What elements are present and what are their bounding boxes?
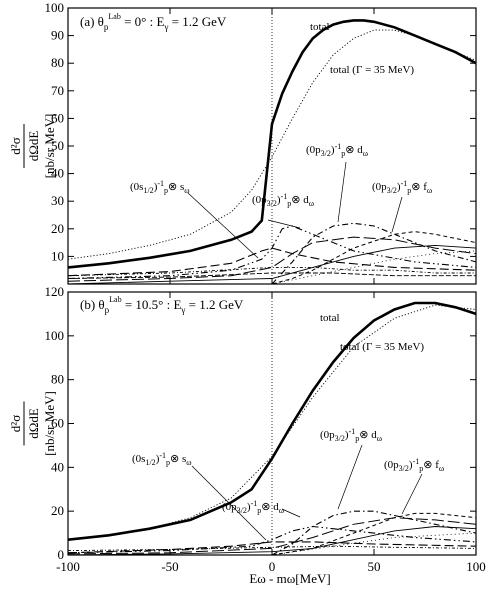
series-state-i xyxy=(68,545,476,552)
series--0s1-2-1p-s- xyxy=(68,247,476,277)
label-d-state-low: (0p3/2)-1p⊗ dω xyxy=(222,499,284,515)
series-state-g xyxy=(68,236,476,282)
y-tick-label: 100 xyxy=(45,328,65,343)
label-leader xyxy=(187,192,259,259)
series--0p3-2-1p-d-high- xyxy=(271,222,476,284)
y-axis-label: d²σ dΩdE xyxy=(8,401,41,446)
series--0p3-2-1p-f- xyxy=(271,512,476,555)
y-tick-label: 100 xyxy=(45,0,65,15)
label-total: total xyxy=(310,21,330,33)
x-axis-label: Eω - mω[MeV] xyxy=(249,571,330,586)
label-leader xyxy=(401,473,423,515)
panel-title: (b) θpLab = 10.5° : Eγ = 1.2 GeV xyxy=(80,295,244,315)
x-tick-label: 0 xyxy=(269,559,276,574)
label-total-gamma: total (Γ = 35 MeV) xyxy=(340,341,424,353)
y-tick-label: 10 xyxy=(51,248,64,263)
y-tick-label: 40 xyxy=(51,459,64,474)
y-label-numerator: d²σ xyxy=(8,137,23,154)
series-state-i xyxy=(68,266,476,277)
label-f-state: (0p3/2)-1p⊗ fω xyxy=(372,179,432,195)
series-total xyxy=(68,301,476,541)
y-tick-label: 50 xyxy=(51,138,64,153)
series--0p3-2-1p-d-low- xyxy=(68,225,476,280)
y-tick-label: 90 xyxy=(51,28,64,43)
y-tick-label: 80 xyxy=(51,55,64,70)
label-leader xyxy=(281,508,301,518)
panel-title: (a) θpLab = 0° : Eγ = 1.2 GeV xyxy=(80,12,227,32)
series--0p3-2-1p-d-high- xyxy=(271,510,476,555)
label-s-state: (0s1/2)-1p⊗ sω xyxy=(130,179,190,195)
label-leader xyxy=(337,444,363,510)
label-s-state: (0s1/2)-1p⊗ sω xyxy=(132,451,192,467)
y-tick-label: 20 xyxy=(51,221,64,236)
y-axis-unit: [nb/sr MeV] xyxy=(42,391,57,456)
series-state-j xyxy=(68,272,476,279)
series-state-k xyxy=(271,250,476,284)
series-total-35-mev- xyxy=(68,304,476,541)
series--0p3-2-1p-d-low- xyxy=(68,525,476,554)
label-total: total xyxy=(320,312,340,324)
label-f-state: (0p3/2)-1p⊗ fω xyxy=(384,457,444,473)
y-tick-label: 120 xyxy=(45,284,65,299)
y-tick-label: 0 xyxy=(58,547,65,562)
y-label-unit: [nb/sr MeV] xyxy=(42,114,57,179)
series-state-k xyxy=(271,532,476,555)
panel-b: 0 20 40 60 80 100 120 -100 -50 0 50 100 (b) θpLab = … xyxy=(8,284,486,574)
y-label-denominator: dΩdE xyxy=(26,131,41,162)
y-label-numerator: d²σ xyxy=(8,415,23,432)
x-tick-label: -100 xyxy=(56,559,80,574)
label-leader xyxy=(337,161,347,223)
x-tick-label: -50 xyxy=(161,559,178,574)
y-axis-label: d²σ dΩdE xyxy=(8,124,41,168)
series-state-g xyxy=(68,517,476,555)
series-state-h xyxy=(68,526,476,555)
label-d-state-high: (0p3/2)-1p⊗ dω xyxy=(306,142,368,158)
y-label-denominator: dΩdE xyxy=(26,408,41,439)
x-tick-label: 50 xyxy=(368,559,381,574)
y-tick-label: 60 xyxy=(51,416,64,431)
y-axis-unit: [nb/sr MeV] xyxy=(42,114,57,179)
y-tick-label: 40 xyxy=(51,166,64,181)
y-tick-label: 20 xyxy=(51,503,64,518)
y-tick-label: 30 xyxy=(51,193,64,208)
label-d-state-high: (0p3/2)-1p⊗ dω xyxy=(320,427,382,443)
panel-a: 10 20 30 40 50 60 70 80 90 100 (a) θpLab = 0° : Eγ… xyxy=(8,0,477,285)
y-tick-label: 60 xyxy=(51,110,64,125)
label-leader xyxy=(267,219,301,229)
shared-labels: Eω - mω[MeV] xyxy=(249,571,330,586)
label-leader xyxy=(391,196,403,233)
y-tick-label: 80 xyxy=(51,372,64,387)
label-total-gamma: total (Γ = 35 MeV) xyxy=(330,64,414,76)
x-tick-label: 100 xyxy=(466,559,486,574)
series--0s1-2-1p-s- xyxy=(68,541,476,554)
label-d-state-low: (0p3/2)-1p⊗ dω xyxy=(252,192,314,208)
series-state-h xyxy=(68,244,476,284)
y-label-unit: [nb/sr MeV] xyxy=(42,391,57,456)
label-leader xyxy=(191,465,267,541)
y-tick-label: 70 xyxy=(51,83,64,98)
series-total xyxy=(68,19,476,269)
series--0p3-2-1p-f- xyxy=(271,231,476,284)
